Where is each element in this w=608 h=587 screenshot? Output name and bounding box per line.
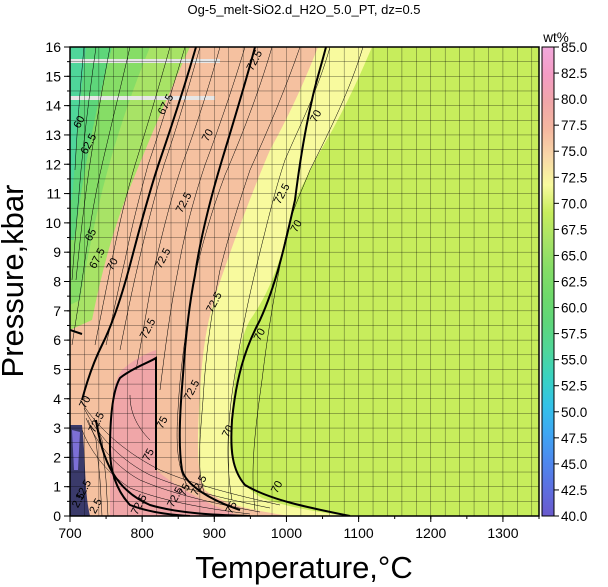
contour-label-text: 70 (105, 256, 121, 272)
x-axis: 700 800 900 1000 1100 1200 1300 (58, 516, 540, 541)
contour-label: 70 (252, 327, 268, 343)
contour-label-text: 65 (83, 227, 99, 243)
colorbar (541, 46, 555, 517)
colorbar-tick-label: 47.5 (561, 431, 587, 446)
colorbar-tick-label: 42.5 (561, 483, 587, 498)
contour-label: 70 (105, 256, 121, 272)
x-axis-title: Temperature,°C (195, 550, 412, 585)
y-tick-label: 7 (53, 303, 61, 319)
contour-label: 75 (141, 447, 157, 463)
colorbar-tick-label: 75.0 (561, 144, 587, 159)
contour-label-text: 70 (308, 108, 324, 124)
y-tick-label: 2 (53, 449, 61, 465)
y-tick-label: 0 (53, 508, 61, 524)
colorbar-tick-label: 80.0 (561, 92, 587, 107)
colorbar-tick-label: 67.5 (561, 222, 587, 237)
contour-label-text: 60 (71, 114, 87, 130)
colorbar-tick-label: 57.5 (561, 327, 587, 342)
y-tick-label: 1 (53, 479, 61, 495)
contour-label-text: 70 (269, 479, 285, 495)
contour-label-text: 75 (177, 482, 193, 498)
field-low-blob (72, 430, 80, 470)
y-axis-title: Pressure,kbar (0, 185, 30, 378)
x-tick-label: 1100 (344, 525, 374, 541)
colorbar-tick-label: 45.0 (561, 457, 587, 472)
colorbar-tick-label: 60.0 (561, 301, 587, 316)
contour-label-text: 70 (289, 218, 305, 234)
y-tick-label: 16 (45, 39, 61, 55)
contour-label: 70 (77, 394, 93, 410)
x-tick-label: 700 (58, 525, 82, 541)
contour-label: 70 (269, 479, 285, 495)
contour-label: 75 (154, 414, 170, 430)
contour-label: 70 (289, 218, 305, 234)
contour-label: 70 (220, 423, 236, 439)
grid-lines (70, 47, 539, 516)
x-tick-label: 1200 (415, 525, 446, 541)
y-tick-label: 6 (53, 332, 61, 348)
colorbar-ticks: 40.0 42.5 45.0 47.5 50.0 52.5 55.0 57.5 60.0 62.5… (554, 40, 587, 524)
contour-label: 70 (200, 127, 216, 143)
y-tick-label: 14 (45, 98, 61, 114)
x-tick-label: 900 (203, 525, 227, 541)
y-tick-label: 5 (53, 361, 61, 377)
y-tick-label: 15 (45, 68, 61, 84)
field-75 (110, 350, 240, 516)
data-gap-band (70, 96, 215, 100)
y-tick-label: 11 (46, 186, 61, 202)
colorbar-tick-label: 82.5 (561, 66, 587, 81)
contour-label: 65 (83, 227, 99, 243)
y-tick-label: 8 (53, 274, 61, 290)
contour-label-text: 70 (77, 394, 93, 410)
y-tick-label: 12 (45, 156, 61, 172)
contour-label-text: 75 (224, 499, 240, 515)
x-tick-label: 800 (130, 525, 154, 541)
contour-label-text: 75 (141, 447, 157, 463)
contour-label-text: 70 (220, 423, 236, 439)
colorbar-tick-label: 70.0 (561, 196, 587, 211)
colorbar-tick-label: 77.5 (561, 118, 587, 133)
contour-label: 75 (224, 499, 240, 515)
colorbar-tick-label: 50.0 (561, 405, 587, 420)
colorbar-unit: wt% (542, 30, 569, 45)
x-tick-label: 1000 (271, 525, 302, 541)
x-tick-label: 1300 (487, 525, 518, 541)
y-tick-label: 4 (53, 391, 61, 407)
y-tick-label: 13 (45, 127, 61, 143)
contour-label-text: 70 (252, 327, 268, 343)
colorbar-tick-label: 85.0 (561, 40, 587, 55)
data-gap-band (70, 59, 220, 63)
contour-label: 60 (71, 114, 87, 130)
contour-label: 70 (308, 108, 324, 124)
colorbar-tick-label: 40.0 (561, 509, 587, 524)
y-tick-label: 3 (53, 420, 61, 436)
y-tick-label: 9 (53, 244, 61, 260)
colorbar-tick-label: 55.0 (561, 353, 587, 368)
colorbar-tick-label: 52.5 (561, 379, 587, 394)
contour-label: 75 (177, 482, 193, 498)
colorbar-tick-label: 72.5 (561, 170, 587, 185)
colorbar-tick-label: 65.0 (561, 248, 587, 263)
contour-label-text: 75 (154, 414, 170, 430)
colorbar-tick-label: 62.5 (561, 275, 587, 290)
chart-title: Og-5_melt-SiO2.d_H2O_5.0_PT, dz=0.5 (187, 2, 420, 17)
contour-label-text: 70 (200, 127, 216, 143)
y-tick-label: 10 (45, 215, 61, 231)
